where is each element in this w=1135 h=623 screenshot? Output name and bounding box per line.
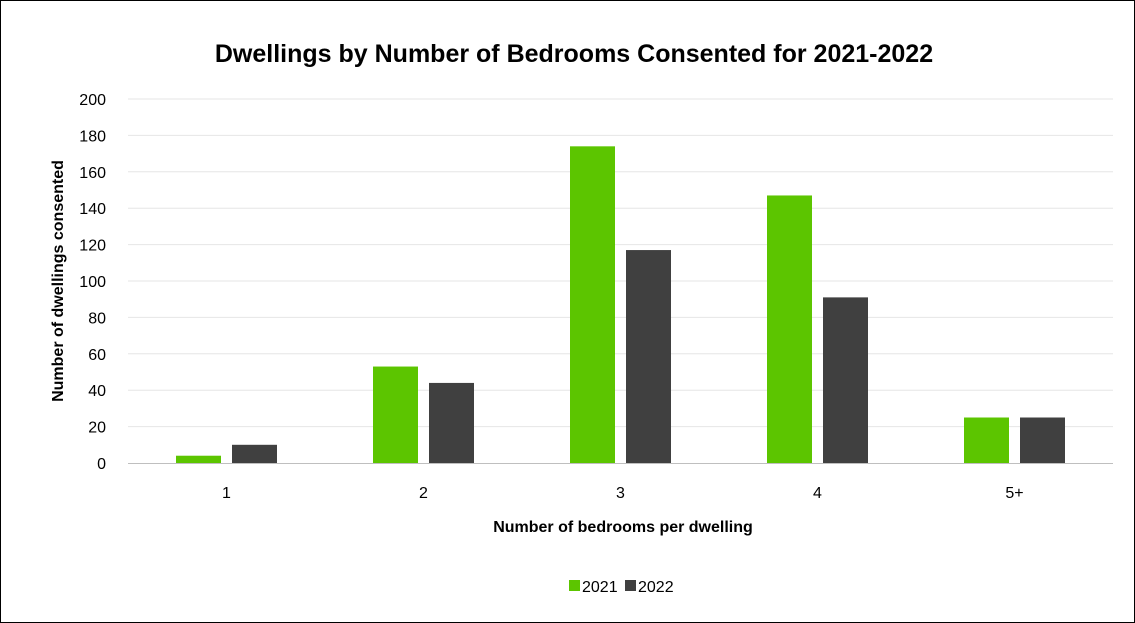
legend-label-2021: 2021 bbox=[582, 579, 618, 596]
x-tick-label: 4 bbox=[813, 485, 822, 502]
y-axis-tick-labels: 0 20 40 60 80 100 120 140 160 180 200 bbox=[79, 92, 106, 473]
x-axis-title: Number of bedrooms per dwelling bbox=[493, 519, 753, 536]
y-tick-label: 40 bbox=[88, 383, 106, 400]
y-tick-label: 80 bbox=[88, 310, 106, 327]
y-tick-label: 0 bbox=[97, 456, 106, 473]
x-axis-tick-labels: 1 2 3 4 5+ bbox=[222, 485, 1024, 502]
legend-swatch-2021 bbox=[569, 580, 580, 591]
y-tick-label: 100 bbox=[79, 274, 106, 291]
y-tick-label: 180 bbox=[79, 128, 106, 145]
legend-label-2022: 2022 bbox=[638, 579, 674, 596]
x-tick-label: 3 bbox=[616, 485, 625, 502]
legend-swatch-2022 bbox=[625, 580, 636, 591]
bar-2022-1 bbox=[232, 444, 277, 463]
y-tick-label: 200 bbox=[79, 92, 106, 109]
bar-2022-3 bbox=[626, 250, 671, 463]
bar-2022-2 bbox=[429, 382, 474, 463]
bar-2021-2 bbox=[373, 366, 418, 463]
x-tick-label: 2 bbox=[419, 485, 428, 502]
y-tick-label: 20 bbox=[88, 420, 106, 437]
y-tick-label: 160 bbox=[79, 165, 106, 182]
chart-title: Dwellings by Number of Bedrooms Consente… bbox=[215, 40, 933, 68]
gridlines bbox=[128, 98, 1113, 428]
bar-2022-5+ bbox=[1020, 417, 1065, 463]
y-tick-label: 140 bbox=[79, 201, 106, 218]
legend: 2021 2022 bbox=[569, 579, 674, 596]
bar-2021-3 bbox=[570, 146, 615, 463]
bar-2021-5+ bbox=[964, 417, 1009, 463]
bar-2021-4 bbox=[767, 195, 812, 463]
y-axis-title: Number of dwellings consented bbox=[50, 160, 67, 402]
y-tick-label: 60 bbox=[88, 347, 106, 364]
x-tick-label: 5+ bbox=[1005, 485, 1023, 502]
bar-2021-1 bbox=[176, 455, 221, 463]
bars bbox=[176, 146, 1065, 463]
x-tick-label: 1 bbox=[222, 485, 231, 502]
y-tick-label: 120 bbox=[79, 238, 106, 255]
bar-2022-4 bbox=[823, 297, 868, 463]
